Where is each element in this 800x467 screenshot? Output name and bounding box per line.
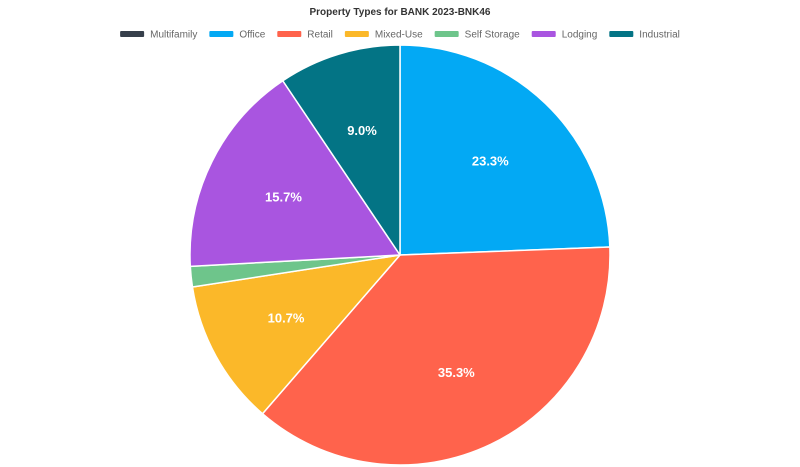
legend-item-office[interactable]: Office [209,30,266,41]
slice-label-mixed-use: 10.7% [268,310,305,325]
legend-label-mixed-use: Mixed-Use [375,30,423,41]
slice-label-retail: 35.3% [438,365,475,380]
slice-label-lodging: 15.7% [265,189,302,204]
slice-label-industrial: 9.0% [347,123,377,138]
legend-swatch-multifamily [120,31,145,37]
slice-labels: 23.3% 35.3% 10.7% 15.7% 9.0% [265,123,509,380]
legend: Multifamily Office Retail Mixed-Use Self Sto… [120,30,680,41]
slice-lodging[interactable] [189,80,401,268]
legend-swatch-retail [277,31,302,37]
chart-title: Property Types for BANK 2023-BNK46 [310,7,491,18]
legend-label-retail: Retail [307,30,333,41]
legend-item-industrial[interactable]: Industrial [609,30,680,41]
slice-industrial[interactable] [282,44,401,256]
legend-label-self-storage: Self Storage [465,30,520,41]
legend-label-office: Office [239,30,265,41]
legend-swatch-mixed-use [344,31,369,37]
slice-label-office: 23.3% [472,154,509,169]
legend-swatch-industrial [609,31,634,37]
legend-swatch-self-storage [434,31,459,37]
legend-label-multifamily: Multifamily [150,30,197,41]
pie-slices [189,44,611,466]
slice-retail[interactable] [261,246,611,466]
legend-item-retail[interactable]: Retail [277,30,333,41]
legend-label-lodging: Lodging [562,30,598,41]
slice-office[interactable] [399,44,611,256]
legend-label-industrial: Industrial [639,30,680,41]
slice-mixed-use[interactable] [191,254,401,415]
legend-swatch-office [209,31,234,37]
legend-item-multifamily[interactable]: Multifamily [120,30,197,41]
legend-item-lodging[interactable]: Lodging [531,30,598,41]
legend-swatch-lodging [531,31,556,37]
legend-item-mixed-use[interactable]: Mixed-Use [344,30,423,41]
legend-item-self-storage[interactable]: Self Storage [434,30,520,41]
